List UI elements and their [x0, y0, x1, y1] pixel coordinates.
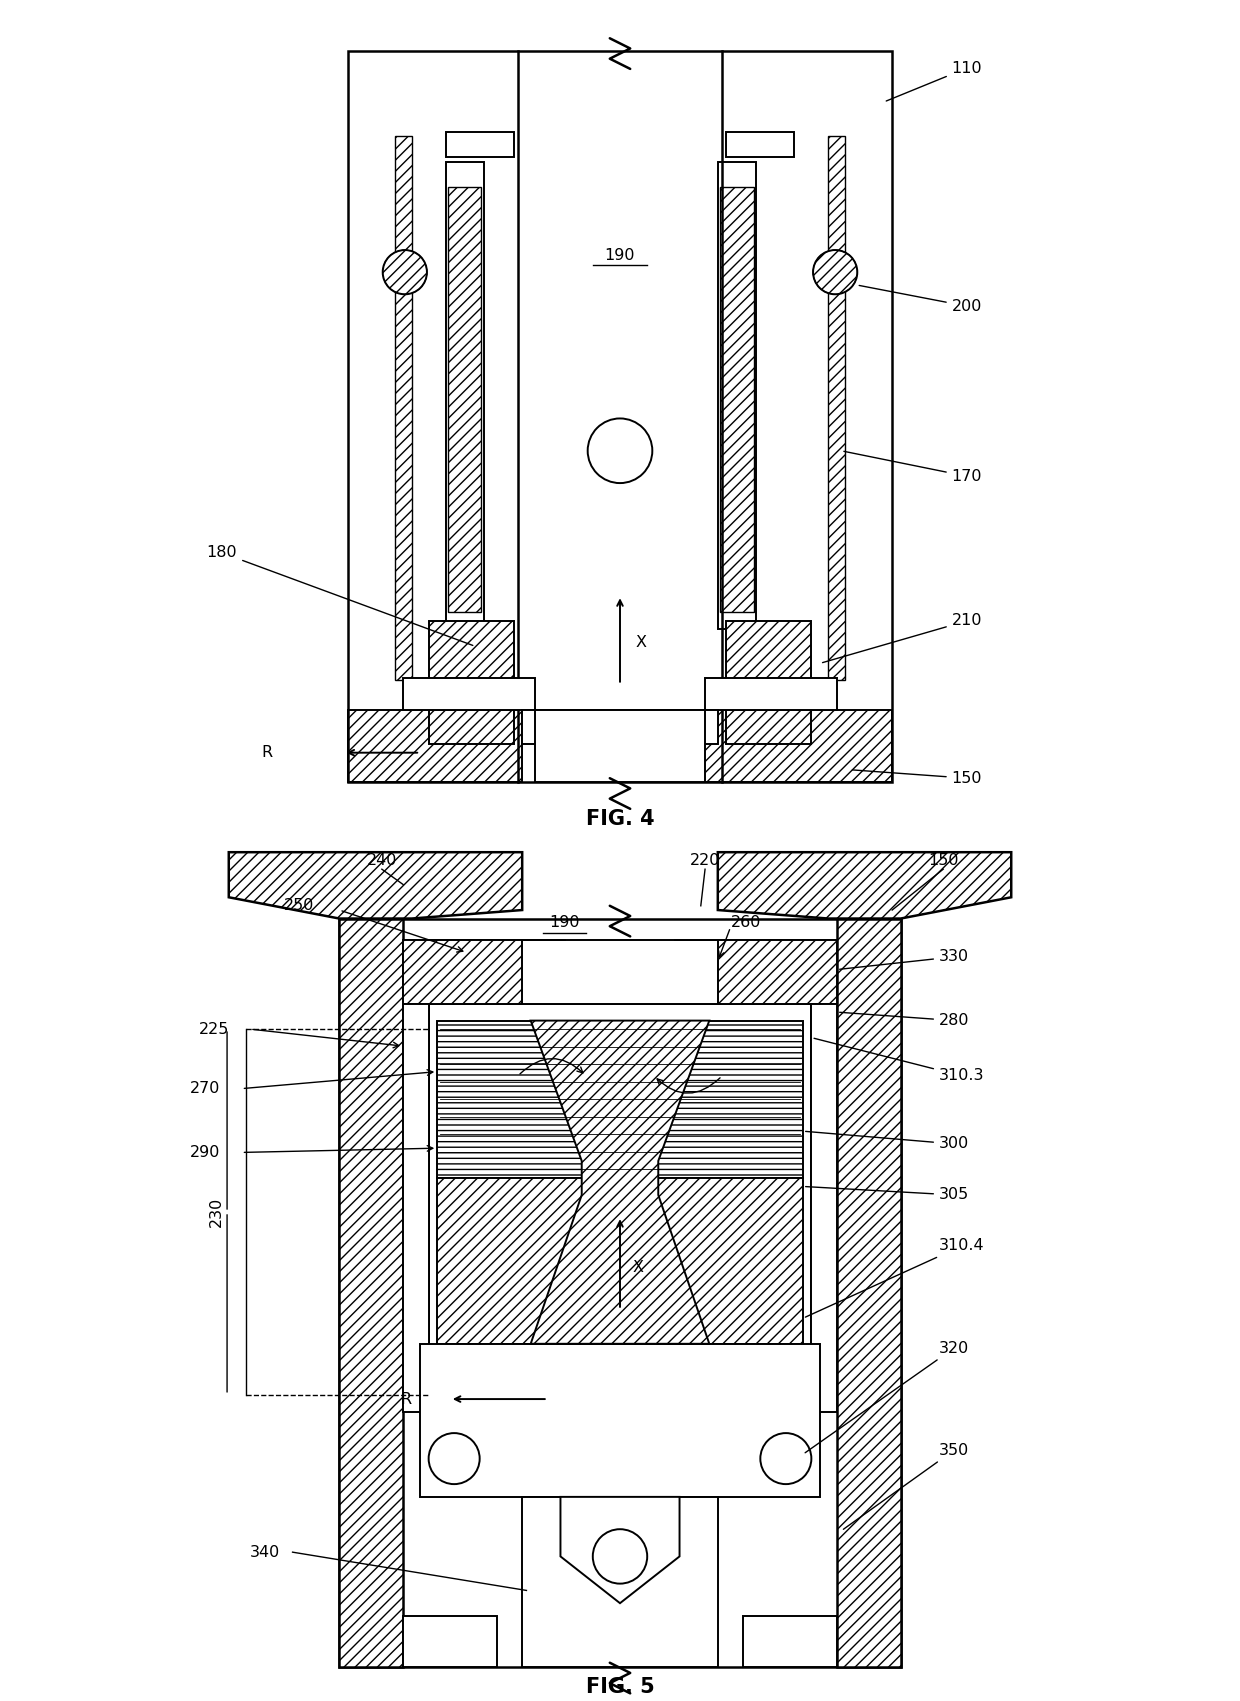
Bar — [403, 939, 522, 1004]
Text: 225: 225 — [198, 1022, 228, 1036]
Bar — [340, 919, 900, 1667]
Bar — [348, 51, 892, 782]
Text: 310.3: 310.3 — [813, 1038, 985, 1084]
Bar — [522, 711, 718, 745]
Text: FIG. 4: FIG. 4 — [585, 810, 655, 830]
Text: R: R — [262, 745, 273, 760]
Circle shape — [593, 1529, 647, 1584]
Text: 220: 220 — [689, 852, 720, 868]
Text: 190: 190 — [605, 248, 635, 262]
Text: 150: 150 — [852, 771, 982, 786]
Bar — [727, 131, 795, 158]
Bar — [706, 677, 837, 711]
Polygon shape — [718, 852, 1012, 919]
Polygon shape — [429, 711, 513, 745]
Polygon shape — [727, 621, 811, 680]
Text: X: X — [635, 634, 646, 650]
Text: 305: 305 — [806, 1187, 970, 1203]
Bar — [438, 1021, 802, 1177]
Text: 190: 190 — [549, 915, 580, 930]
Bar — [445, 131, 513, 158]
Bar — [534, 711, 706, 782]
Text: 340: 340 — [249, 1545, 280, 1560]
Text: 150: 150 — [928, 852, 959, 868]
Bar — [438, 1177, 802, 1344]
Bar — [448, 187, 481, 612]
Bar — [718, 939, 837, 1004]
Text: 310.4: 310.4 — [806, 1238, 985, 1317]
Text: 210: 210 — [822, 614, 982, 663]
Circle shape — [813, 250, 857, 294]
Text: X: X — [632, 1260, 644, 1274]
Text: 230: 230 — [208, 1198, 223, 1226]
Polygon shape — [518, 51, 892, 782]
Polygon shape — [828, 136, 846, 680]
Text: 200: 200 — [859, 286, 982, 313]
Circle shape — [760, 1432, 811, 1483]
Bar — [403, 1004, 429, 1412]
Text: 240: 240 — [367, 852, 397, 868]
Bar — [518, 51, 722, 782]
Bar — [403, 677, 534, 711]
Bar — [837, 919, 900, 1667]
Text: 330: 330 — [839, 949, 970, 970]
Text: 350: 350 — [843, 1442, 970, 1529]
Text: 270: 270 — [190, 1082, 221, 1095]
Text: 250: 250 — [284, 898, 314, 913]
Circle shape — [429, 1432, 480, 1483]
Text: 300: 300 — [806, 1131, 970, 1152]
Text: 170: 170 — [844, 451, 982, 483]
Bar — [429, 1004, 811, 1386]
Bar — [720, 187, 754, 612]
Polygon shape — [560, 1497, 680, 1602]
Polygon shape — [228, 852, 522, 919]
Bar — [718, 162, 756, 629]
Text: 260: 260 — [730, 915, 761, 930]
Bar — [340, 919, 403, 1667]
Bar — [403, 939, 837, 1004]
Text: 280: 280 — [839, 1012, 970, 1027]
Text: 110: 110 — [887, 61, 982, 100]
Bar — [811, 1004, 837, 1412]
Bar — [438, 1021, 802, 1177]
Bar — [420, 1344, 820, 1497]
Text: 180: 180 — [207, 546, 472, 645]
Bar — [701, 711, 892, 782]
Text: R: R — [401, 1391, 412, 1407]
Bar — [445, 162, 484, 629]
Bar — [743, 1616, 837, 1667]
Bar — [348, 711, 522, 782]
Text: 320: 320 — [805, 1340, 970, 1453]
Polygon shape — [394, 136, 412, 680]
Text: FIG. 5: FIG. 5 — [585, 1677, 655, 1698]
Bar — [403, 1616, 497, 1667]
Bar — [522, 1497, 718, 1667]
Circle shape — [383, 250, 427, 294]
Polygon shape — [727, 711, 811, 745]
Text: 290: 290 — [190, 1145, 221, 1160]
Polygon shape — [429, 621, 513, 680]
Circle shape — [588, 418, 652, 483]
Polygon shape — [531, 1021, 709, 1344]
Polygon shape — [348, 51, 722, 782]
